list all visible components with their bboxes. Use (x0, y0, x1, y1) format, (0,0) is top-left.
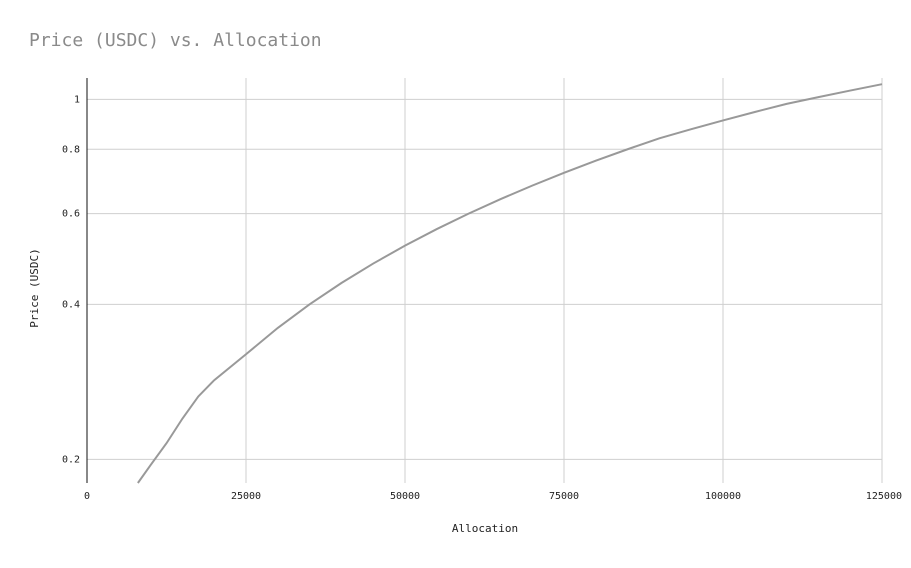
y-tick-labels: 0.2 0.4 0.6 0.8 1 (62, 94, 80, 465)
x-tick-label: 0 (84, 491, 90, 502)
y-tick-label: 0.4 (62, 299, 80, 310)
x-tick-label: 25000 (231, 491, 261, 502)
y-tick-label: 1 (74, 94, 80, 105)
x-tick-label: 50000 (390, 491, 420, 502)
x-tick-labels: 0 25000 50000 75000 100000 125000 (84, 491, 902, 502)
price-series-line (137, 83, 883, 484)
x-axis-label: Allocation (452, 522, 518, 535)
chart-title: Price (USDC) vs. Allocation (29, 30, 322, 51)
y-tick-label: 0.8 (62, 144, 80, 155)
y-tick-label: 0.2 (62, 454, 80, 465)
x-gridlines (86, 78, 883, 483)
y-axis-label: Price (USDC) (28, 248, 41, 327)
x-tick-label: 125000 (866, 491, 902, 502)
y-tick-label: 0.6 (62, 209, 80, 220)
y-gridlines (87, 98, 882, 460)
x-tick-label: 75000 (549, 491, 579, 502)
x-tick-label: 100000 (705, 491, 741, 502)
